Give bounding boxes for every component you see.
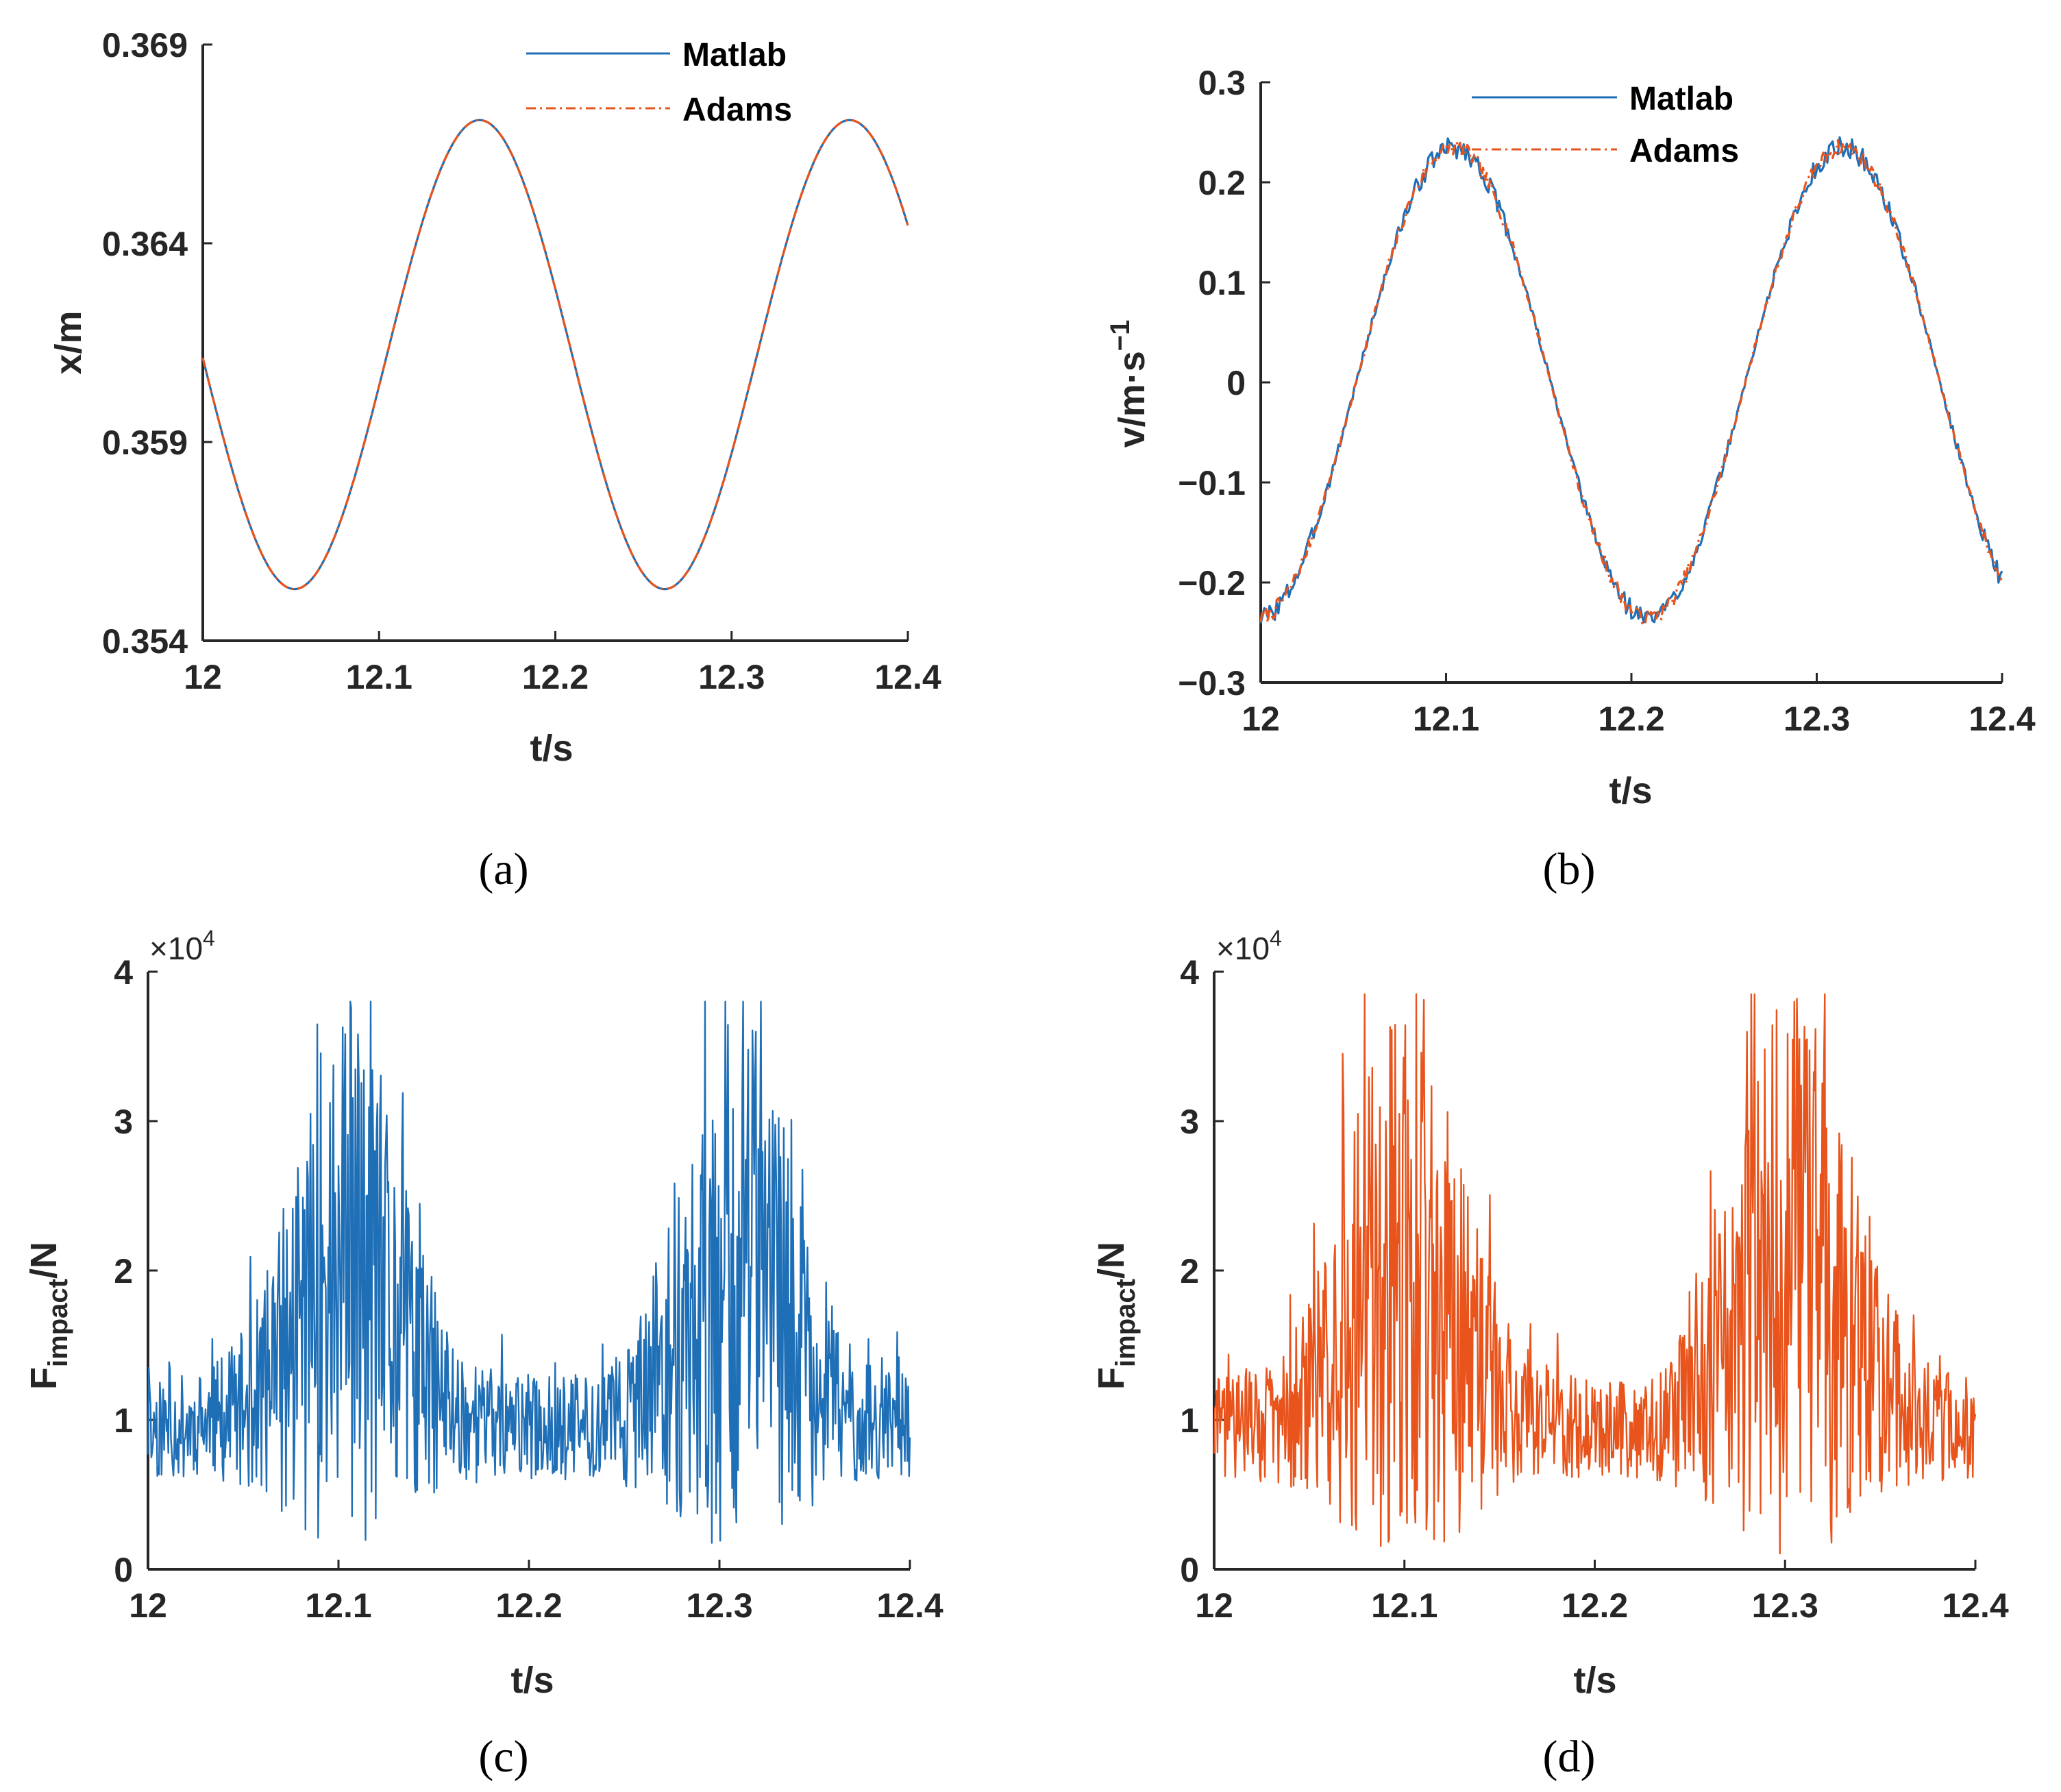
- legend-b: Matlab Adams: [1472, 81, 1739, 169]
- xtick-label-c: 12.1: [305, 1586, 371, 1625]
- xtick-label-a: 12: [184, 658, 222, 696]
- xlabel-d: t/s: [1573, 1660, 1616, 1701]
- panel-a: 12 12.1 12.2 12.3 12.4 0.354 0.359 0.364 0.369 t…: [48, 26, 941, 894]
- svg-text:Fimpact/N: Fimpact/N: [1091, 1242, 1141, 1390]
- ytick-label-a: 0.359: [102, 424, 188, 462]
- xtick-label-c: 12.2: [495, 1586, 562, 1625]
- svg-text:v/m·s−1: v/m·s−1: [1105, 320, 1152, 448]
- plot-area-a: [201, 119, 909, 591]
- xtick-label-a: 12.4: [874, 658, 941, 696]
- ytick-label-c: 3: [114, 1103, 133, 1141]
- series-a-adams: [201, 119, 909, 591]
- xtick-label-b: 12: [1242, 700, 1280, 738]
- ytick-label-b: −0.2: [1178, 564, 1246, 602]
- series-d-adams: [1213, 993, 1977, 1555]
- ytick-label-a: 0.369: [102, 26, 188, 64]
- ylabel-c-main: F: [23, 1367, 64, 1390]
- scale-c-exp: 4: [203, 926, 215, 950]
- scale-c-base: ×10: [149, 931, 203, 966]
- xtick-label-b: 12.1: [1413, 700, 1479, 738]
- panel-b: 12 12.1 12.2 12.3 12.4 −0.3 −0.2 −0.1 0 0.1 0.2 0.3…: [1105, 64, 2036, 894]
- ytick-label-c: 4: [114, 953, 133, 992]
- plot-area-c: [147, 1001, 911, 1544]
- series-b-matlab: [1259, 136, 2003, 624]
- scale-d-exp: 4: [1270, 926, 1282, 950]
- xtick-label-a: 12.3: [698, 658, 765, 696]
- xtick-label-b: 12.4: [1969, 700, 2036, 738]
- legend-a-adams-label: Adams: [682, 92, 792, 128]
- ylabel-d-sub: impact: [1111, 1279, 1141, 1367]
- xtick-label-d: 12.3: [1752, 1586, 1818, 1625]
- panel-label-d: (d): [1543, 1732, 1596, 1782]
- ytick-label-c: 0: [114, 1551, 133, 1589]
- svg-text:Fimpact/N: Fimpact/N: [23, 1242, 73, 1390]
- ytick-label-c: 2: [114, 1252, 133, 1290]
- scale-d-base: ×10: [1216, 931, 1270, 966]
- ytick-label-b: −0.3: [1178, 664, 1246, 702]
- xtick-label-d: 12.2: [1562, 1586, 1628, 1625]
- ytick-label-d: 1: [1180, 1401, 1199, 1440]
- ylabel-d-suffix: /N: [1091, 1242, 1132, 1279]
- legend-a-matlab-label: Matlab: [682, 37, 787, 73]
- xlabel-c: t/s: [510, 1660, 554, 1701]
- ylabel-c-sub: impact: [43, 1279, 73, 1367]
- ytick-label-d: 0: [1180, 1551, 1199, 1589]
- xlabel-a: t/s: [530, 728, 573, 769]
- plot-area-b: [1259, 136, 2003, 626]
- ylabel-b-sup: −1: [1105, 320, 1135, 352]
- plot-area-d: [1213, 993, 1977, 1555]
- ytick-label-a: 0.354: [102, 622, 188, 661]
- panel-label-b: (b): [1543, 844, 1596, 894]
- ylabel-a: x/m: [48, 310, 89, 374]
- ytick-label-b: −0.1: [1178, 464, 1246, 502]
- ytick-label-b: 0.1: [1198, 264, 1246, 302]
- axes-b: 12 12.1 12.2 12.3 12.4 −0.3 −0.2 −0.1 0 0.1 0.2 0.3: [1178, 64, 2036, 738]
- scale-d: ×104: [1216, 926, 1282, 966]
- panel-label-c: (c): [478, 1732, 528, 1782]
- ytick-label-b: 0.2: [1198, 164, 1246, 202]
- xlabel-b: t/s: [1609, 770, 1652, 811]
- series-c-matlab: [147, 1001, 911, 1544]
- series-b-adams: [1259, 139, 2003, 626]
- ytick-label-a: 0.364: [102, 225, 188, 263]
- scale-c: ×104: [149, 926, 215, 966]
- ylabel-c-suffix: /N: [23, 1242, 64, 1279]
- xtick-label-c: 12.3: [686, 1586, 752, 1625]
- ylabel-b: v/m·s−1: [1105, 320, 1152, 448]
- xtick-label-b: 12.2: [1598, 700, 1664, 738]
- xtick-label-c: 12: [129, 1586, 167, 1625]
- legend-a: Matlab Adams: [526, 37, 792, 128]
- ytick-label-c: 1: [114, 1401, 133, 1440]
- xtick-label-a: 12.2: [522, 658, 589, 696]
- xtick-label-a: 12.1: [346, 658, 412, 696]
- xtick-label-d: 12.4: [1942, 1586, 2009, 1625]
- ylabel-b-main: v/m·s: [1111, 351, 1152, 447]
- xtick-label-b: 12.3: [1784, 700, 1850, 738]
- xtick-label-d: 12: [1195, 1586, 1233, 1625]
- ytick-label-d: 2: [1180, 1252, 1199, 1290]
- ylabel-d: Fimpact/N: [1091, 1242, 1141, 1390]
- ytick-label-d: 4: [1180, 953, 1199, 992]
- ytick-label-b: 0: [1226, 364, 1246, 402]
- panel-label-a: (a): [478, 844, 528, 894]
- xtick-label-c: 12.4: [876, 1586, 943, 1625]
- ytick-label-d: 3: [1180, 1103, 1199, 1141]
- legend-b-adams-label: Adams: [1629, 133, 1739, 169]
- axes-a: 12 12.1 12.2 12.3 12.4 0.354 0.359 0.364 0.369: [102, 26, 941, 696]
- ytick-label-b: 0.3: [1198, 64, 1246, 102]
- ylabel-d-main: F: [1091, 1367, 1132, 1390]
- legend-b-matlab-label: Matlab: [1629, 81, 1733, 117]
- ylabel-c: Fimpact/N: [23, 1242, 73, 1390]
- xtick-label-d: 12.1: [1371, 1586, 1437, 1625]
